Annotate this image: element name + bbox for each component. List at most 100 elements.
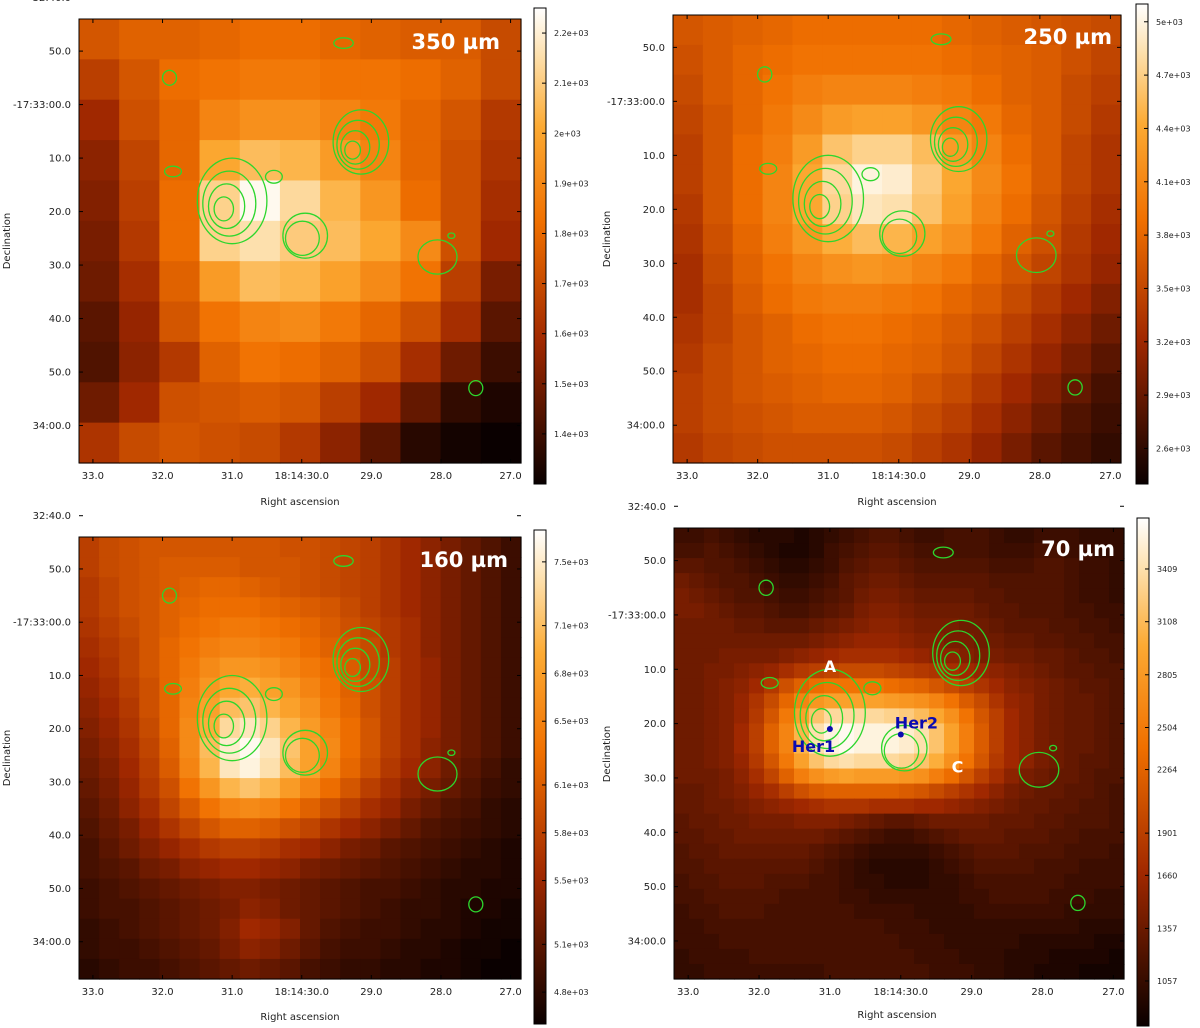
heatmap-cell [882, 134, 913, 165]
heatmap-cell [673, 403, 704, 434]
heatmap-cell [809, 528, 825, 544]
heatmap-cell [239, 422, 281, 464]
heatmap-cell [420, 537, 442, 558]
colorbar-tick-label: 6.1e+03 [554, 781, 589, 790]
heatmap-cell [1004, 708, 1020, 725]
heatmap-cell [824, 573, 840, 589]
contour-source-north [932, 619, 990, 687]
heatmap-cell [79, 878, 100, 900]
heatmap-cell [749, 543, 765, 559]
heatmap-cell [944, 528, 960, 544]
heatmap-cell [159, 19, 201, 60]
heatmap-cell [824, 903, 840, 920]
heatmap-cell [1064, 768, 1080, 785]
heatmap-cell [119, 341, 160, 383]
heatmap-cell [971, 194, 1003, 225]
heatmap-cell [914, 783, 930, 800]
heatmap-cell [1031, 283, 1062, 315]
heatmap-cell [914, 663, 930, 679]
heatmap-cell [420, 677, 442, 699]
heatmap-cell [279, 261, 321, 303]
heatmap-cell [119, 938, 140, 960]
heatmap-cell [719, 858, 735, 875]
contour-speck-4 [759, 162, 778, 175]
heatmap-cell [854, 903, 870, 920]
heatmap-cell [1094, 843, 1110, 860]
heatmap-cell [1031, 313, 1062, 345]
heatmap-cell [440, 577, 462, 598]
heatmap-cell [1004, 948, 1020, 965]
heatmap-cell [882, 44, 913, 76]
heatmap-cell [1109, 738, 1125, 755]
heatmap-cell [704, 783, 720, 800]
heatmap-cell [779, 798, 795, 815]
heatmap-cell [1091, 44, 1122, 76]
heatmap-cell [1049, 573, 1065, 589]
heatmap-cell [179, 878, 201, 900]
heatmap-cell [899, 588, 915, 604]
y-tick-label: 30.0 [49, 261, 71, 272]
heatmap-cell [480, 818, 502, 839]
heatmap-cell [764, 963, 780, 980]
colorbar-tick-label: 5.5e+03 [554, 877, 589, 886]
contour-speck-1 [863, 681, 882, 696]
heatmap-cell [809, 873, 825, 890]
heatmap-cell [320, 597, 341, 618]
heatmap-cell [480, 778, 502, 799]
panel-350um: 33.032.031.018:14:30.029.028.027.0 32:40… [2, 0, 589, 508]
heatmap-cell [420, 597, 442, 618]
heatmap-cell [839, 528, 855, 544]
heatmap-cell [794, 783, 810, 800]
heatmap-cell [159, 382, 201, 424]
colorbar-tick-label: 1.9e+03 [554, 179, 589, 188]
heatmap-cell [764, 888, 780, 905]
heatmap-cell [1064, 933, 1080, 950]
colorbar-ticks: 7.5e+037.1e+036.8e+036.5e+036.1e+035.8e+… [542, 558, 589, 997]
heatmap-cell [822, 74, 853, 106]
x-tick-label: 32.0 [151, 987, 173, 998]
heatmap-cell [1049, 858, 1065, 875]
contour-source-a [202, 687, 257, 754]
heatmap-cell [794, 933, 810, 950]
heatmap-cell [914, 948, 930, 965]
heatmap-cell [440, 818, 462, 839]
heatmap-cell [869, 963, 885, 980]
heatmap-cell [480, 938, 502, 960]
heatmap-cell [882, 15, 913, 46]
heatmap-cell [1079, 648, 1095, 664]
heatmap-cell [219, 617, 241, 639]
heatmap-cell [974, 813, 990, 830]
heatmap-cell [749, 603, 765, 619]
heatmap-cell [914, 678, 930, 694]
contour-source-a [792, 154, 865, 243]
heatmap-cell [1094, 633, 1110, 649]
heatmap-cell [792, 104, 823, 136]
heatmap-cell [300, 737, 321, 759]
heatmap-cell [1091, 313, 1122, 345]
heatmap-cell [199, 557, 221, 578]
heatmap-cell [809, 753, 825, 770]
heatmap-cell [159, 557, 181, 578]
heatmap-cell [99, 858, 120, 880]
heatmap-cell [199, 818, 221, 839]
heatmap-cell [179, 617, 201, 639]
heatmap-cell [839, 963, 855, 980]
heatmap-cell [822, 224, 853, 255]
heatmap-cell [974, 873, 990, 890]
heatmap-cell [420, 858, 442, 880]
heatmap-cell [1061, 44, 1092, 76]
heatmap-cell [809, 948, 825, 965]
heatmap-cell [1049, 948, 1065, 965]
heatmap-cell [959, 813, 975, 830]
heatmap-cell [1079, 813, 1095, 830]
heatmap-cell [974, 768, 990, 785]
heatmap-cell [882, 74, 913, 106]
heatmap-cell [704, 648, 720, 664]
heatmap-cell [1034, 633, 1050, 649]
heatmap-cell [340, 677, 361, 699]
heatmap-cell [959, 798, 975, 815]
heatmap-cell [764, 933, 780, 950]
heatmap-cell [1049, 633, 1065, 649]
heatmap-cell [762, 164, 794, 195]
heatmap-cell [854, 708, 870, 725]
